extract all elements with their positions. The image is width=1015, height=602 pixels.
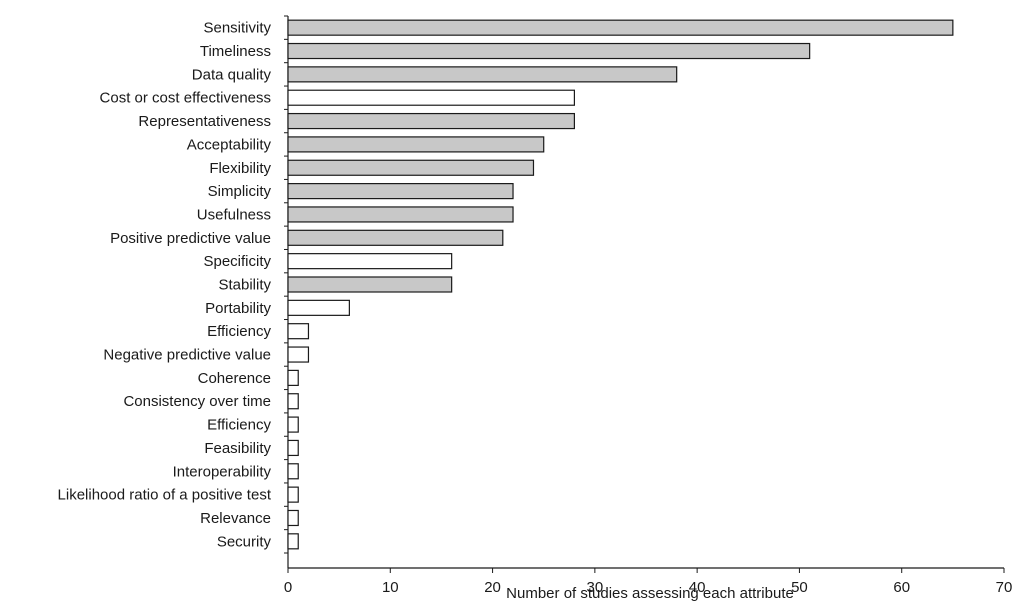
category-label: Cost or cost effectiveness — [100, 90, 271, 107]
category-label: Consistency over time — [123, 393, 271, 410]
bar — [287, 112, 575, 130]
category-label: Timeliness — [200, 43, 271, 60]
bar — [287, 369, 299, 386]
x-tick-label: 60 — [893, 579, 910, 596]
category-label: Negative predictive value — [103, 347, 271, 364]
bar — [287, 229, 504, 246]
bar — [287, 323, 310, 340]
bar — [287, 89, 575, 106]
x-axis-title: Number of studies assessing each attribu… — [506, 585, 794, 602]
bar — [287, 509, 299, 527]
category-label: Simplicity — [208, 183, 272, 200]
bar — [287, 393, 299, 410]
bar — [287, 299, 350, 316]
bar — [287, 206, 514, 223]
bars — [287, 19, 954, 550]
bar — [287, 42, 811, 60]
category-label: Acceptability — [187, 136, 272, 153]
category-label: Stability — [218, 277, 271, 294]
x-axis: 0 10 20 30 40 50 60 70 — [284, 567, 1013, 596]
category-label: Specificity — [203, 253, 271, 270]
bar — [287, 533, 299, 550]
category-label: Data quality — [192, 66, 272, 83]
category-label: Feasibility — [204, 440, 271, 457]
x-tick-label: 20 — [484, 579, 501, 596]
x-tick-label: 10 — [382, 579, 399, 596]
x-tick-label: 0 — [284, 579, 292, 596]
category-label: Positive predictive value — [110, 230, 271, 247]
category-label: Relevance — [200, 510, 271, 527]
category-label: Usefulness — [197, 206, 271, 223]
x-tick-label: 50 — [791, 579, 808, 596]
bar — [287, 253, 453, 270]
category-label: Representativeness — [138, 113, 271, 130]
bar — [287, 159, 535, 176]
category-labels: Sensitivity Timeliness Data quality Cost or… — [58, 20, 272, 551]
y-axis — [284, 15, 289, 568]
x-tick-label: 40 — [689, 579, 706, 596]
category-label: Portability — [205, 300, 271, 317]
bar — [287, 183, 514, 200]
x-tick-label: 30 — [587, 579, 604, 596]
bar — [287, 276, 453, 293]
bar — [287, 439, 299, 457]
category-label: Efficiency — [207, 323, 271, 340]
category-label: Efficiency — [207, 417, 271, 434]
category-label: Flexibility — [209, 160, 271, 177]
bar — [287, 416, 299, 433]
category-label: Likelihood ratio of a positive test — [58, 487, 272, 504]
bar — [287, 346, 310, 363]
category-label: Sensitivity — [203, 20, 271, 37]
category-label: Interoperability — [173, 463, 272, 480]
category-label: Coherence — [198, 370, 271, 387]
bar — [287, 66, 678, 83]
bar — [287, 19, 954, 36]
category-label: Security — [217, 533, 272, 550]
x-tick-label: 70 — [996, 579, 1013, 596]
bar — [287, 486, 299, 503]
bar — [287, 463, 299, 480]
bar — [287, 136, 545, 153]
